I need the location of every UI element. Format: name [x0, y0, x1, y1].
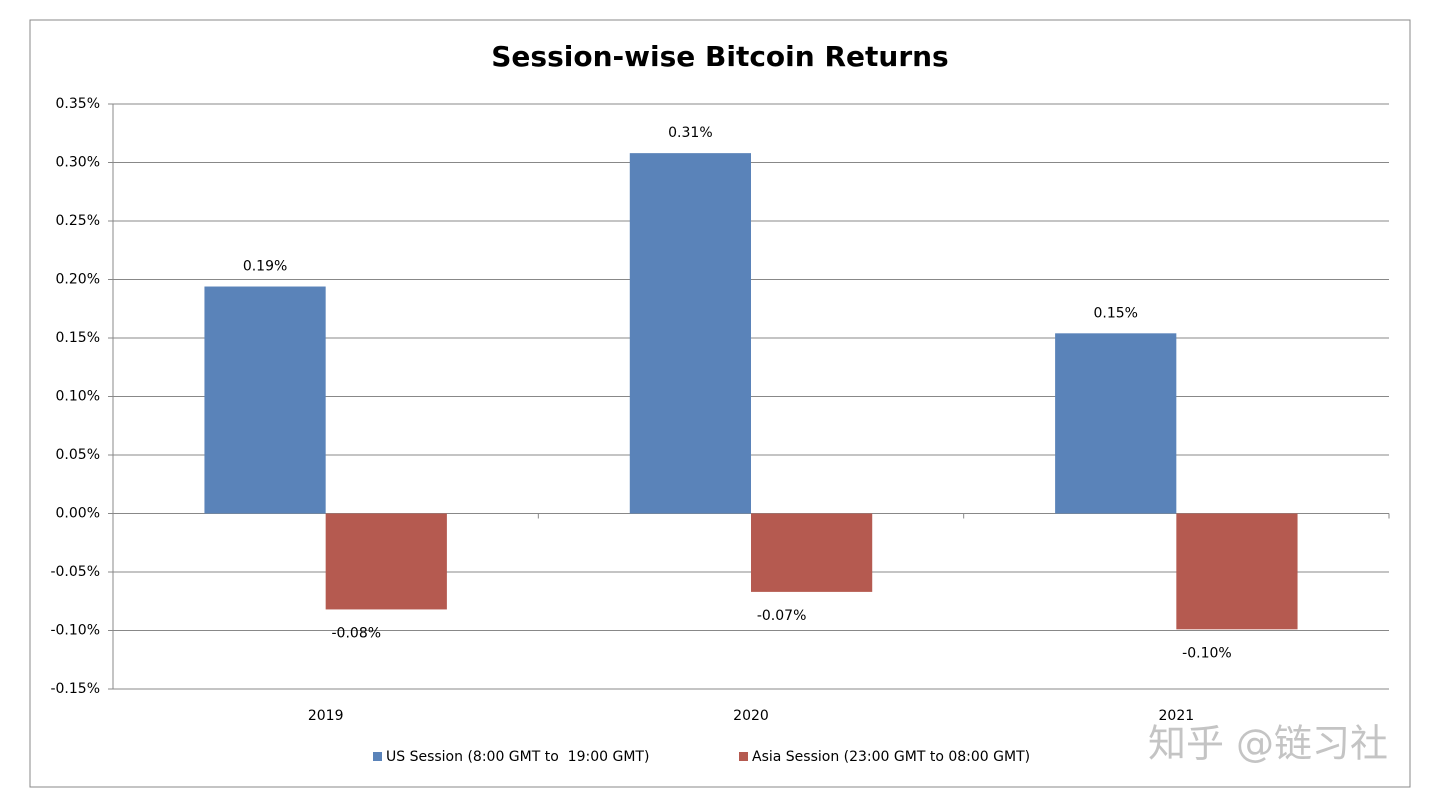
watermark: 知乎 @链习社: [1148, 722, 1388, 766]
bar: [629, 153, 751, 514]
legend-label: US Session (8:00 GMT to 19:00 GMT): [386, 749, 649, 765]
value-label: 0.15%: [1093, 305, 1137, 321]
y-tick-label: 0.20%: [56, 272, 100, 288]
y-tick-label: 0.25%: [56, 213, 100, 229]
value-label: -0.10%: [1182, 645, 1232, 661]
legend-swatch: [739, 752, 748, 761]
x-tick-label: 2021: [1159, 708, 1195, 724]
bar: [751, 513, 873, 592]
bar: [204, 286, 326, 514]
legend-label: Asia Session (23:00 GMT to 08:00 GMT): [752, 749, 1030, 765]
y-tick-label: -0.10%: [50, 623, 100, 639]
bar: [1055, 333, 1177, 514]
bar: [1176, 513, 1298, 630]
y-tick-label: 0.10%: [56, 389, 100, 405]
x-tick-label: 2020: [733, 708, 769, 724]
y-tick-label: 0.15%: [56, 330, 100, 346]
value-label: 0.31%: [668, 125, 712, 141]
bar: [325, 513, 447, 610]
y-tick-label: 0.30%: [56, 155, 100, 171]
y-tick-label: -0.15%: [50, 681, 100, 697]
y-tick-label: 0.00%: [56, 506, 100, 522]
chart-title: Session-wise Bitcoin Returns: [491, 40, 948, 73]
value-label: 0.19%: [243, 259, 287, 275]
value-label: -0.08%: [332, 625, 382, 641]
y-tick-label: 0.05%: [56, 447, 100, 463]
x-tick-label: 2019: [308, 708, 344, 724]
value-label: -0.07%: [757, 608, 807, 624]
legend-swatch: [373, 752, 382, 761]
y-tick-label: -0.05%: [50, 564, 100, 580]
y-tick-label: 0.35%: [56, 96, 100, 112]
